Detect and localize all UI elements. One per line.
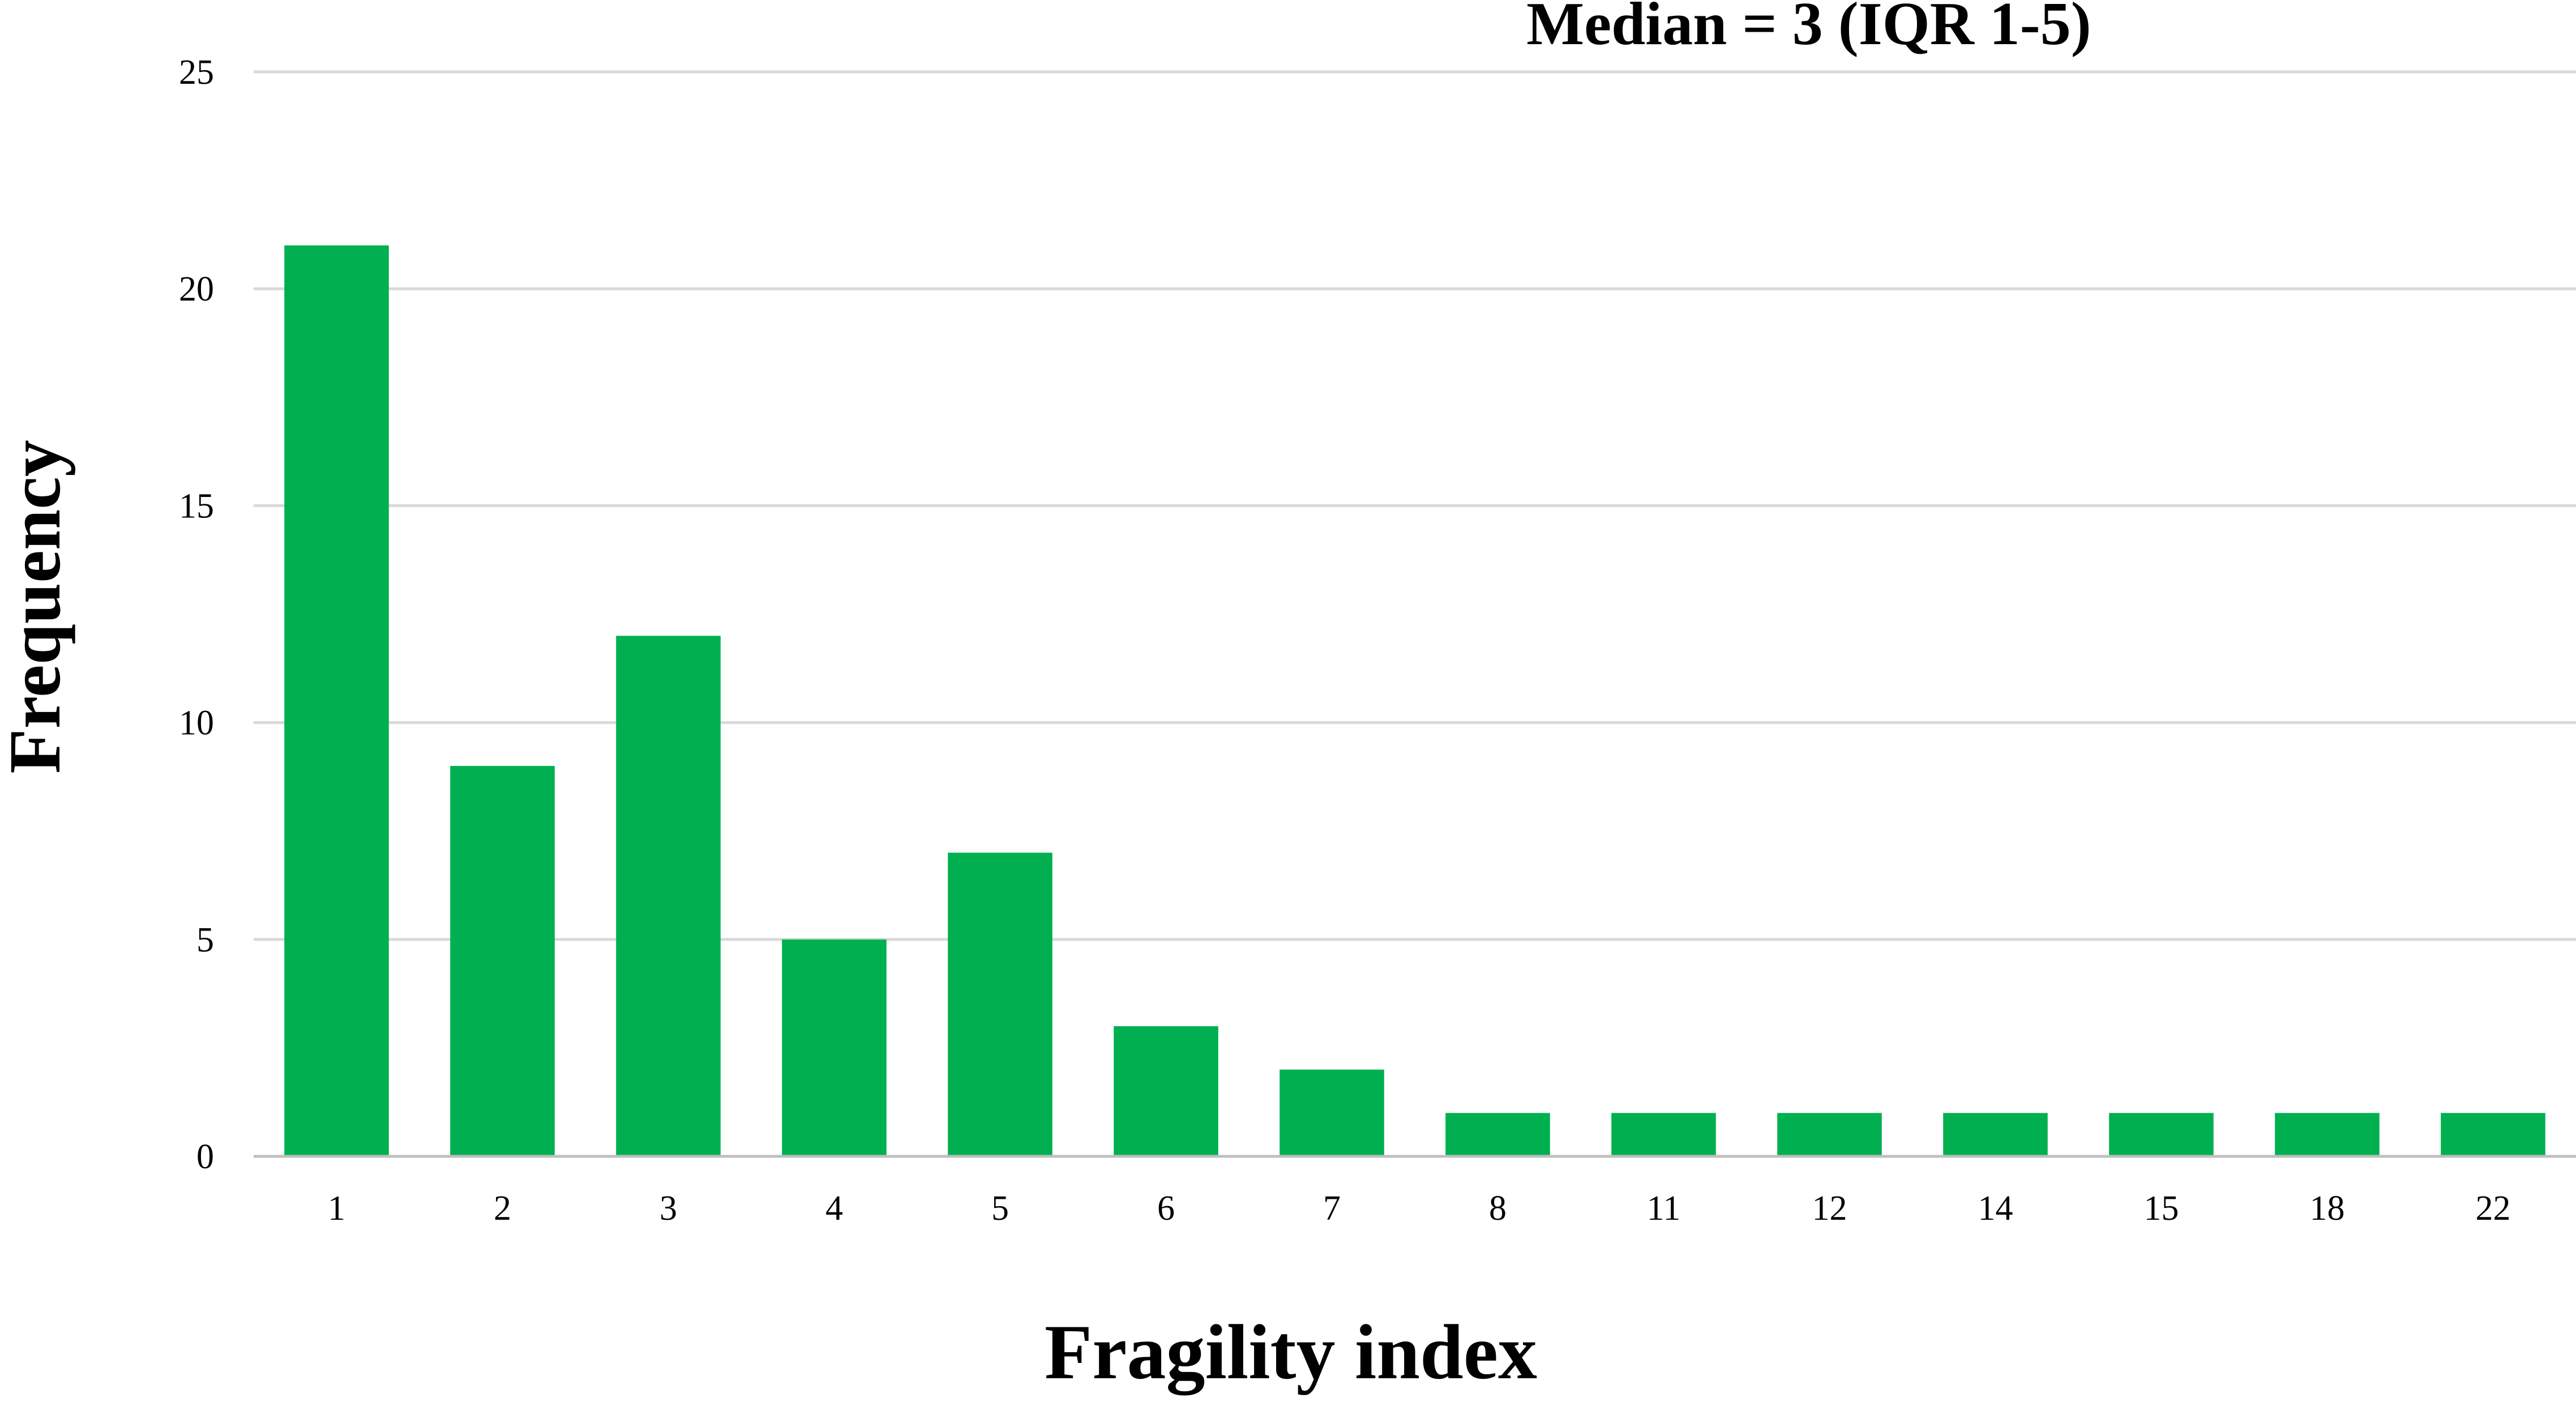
bar xyxy=(616,636,721,1156)
x-tick-label: 1 xyxy=(328,1189,345,1228)
x-tick-label: 2 xyxy=(494,1189,511,1228)
x-tick-label: 3 xyxy=(660,1189,677,1228)
bar xyxy=(2275,1113,2380,1156)
median-annotation: Median = 3 (IQR 1-5) xyxy=(1526,0,2091,58)
bar xyxy=(450,766,555,1156)
bar xyxy=(2109,1113,2214,1156)
bar xyxy=(2441,1113,2545,1156)
x-tick-label: 4 xyxy=(825,1189,843,1228)
y-tick-label: 10 xyxy=(179,704,214,743)
y-axis-ticks: 0 5 10 15 20 25 xyxy=(179,53,214,1176)
x-tick-label: 12 xyxy=(1812,1189,1847,1228)
y-tick-label: 5 xyxy=(196,921,214,959)
bar xyxy=(948,852,1052,1156)
y-axis-title: Frequency xyxy=(0,440,76,774)
bar xyxy=(284,245,389,1156)
bar xyxy=(1445,1113,1550,1156)
bar xyxy=(1280,1069,1384,1156)
y-tick-label: 15 xyxy=(179,487,214,525)
x-tick-label: 11 xyxy=(1647,1189,1681,1228)
bar xyxy=(1114,1026,1218,1156)
x-tick-label: 8 xyxy=(1489,1189,1507,1228)
x-axis-ticks: 1 2 3 4 5 6 7 8 11 12 14 15 18 22 xyxy=(328,1189,2511,1228)
x-axis-title: Fragility index xyxy=(1045,1309,1537,1395)
bar xyxy=(1777,1113,1882,1156)
bars xyxy=(284,245,2545,1156)
gridlines xyxy=(254,70,2576,941)
x-tick-label: 15 xyxy=(2144,1189,2179,1228)
bar xyxy=(1943,1113,2048,1156)
x-tick-label: 22 xyxy=(2476,1189,2511,1228)
bar xyxy=(782,939,887,1156)
x-tick-label: 5 xyxy=(991,1189,1009,1228)
bar xyxy=(1611,1113,1716,1156)
y-tick-label: 25 xyxy=(179,53,214,92)
y-tick-label: 0 xyxy=(196,1138,214,1176)
x-tick-label: 18 xyxy=(2310,1189,2345,1228)
x-tick-label: 14 xyxy=(1978,1189,2013,1228)
x-tick-label: 6 xyxy=(1157,1189,1175,1228)
x-tick-label: 7 xyxy=(1323,1189,1341,1228)
y-tick-label: 20 xyxy=(179,270,214,308)
